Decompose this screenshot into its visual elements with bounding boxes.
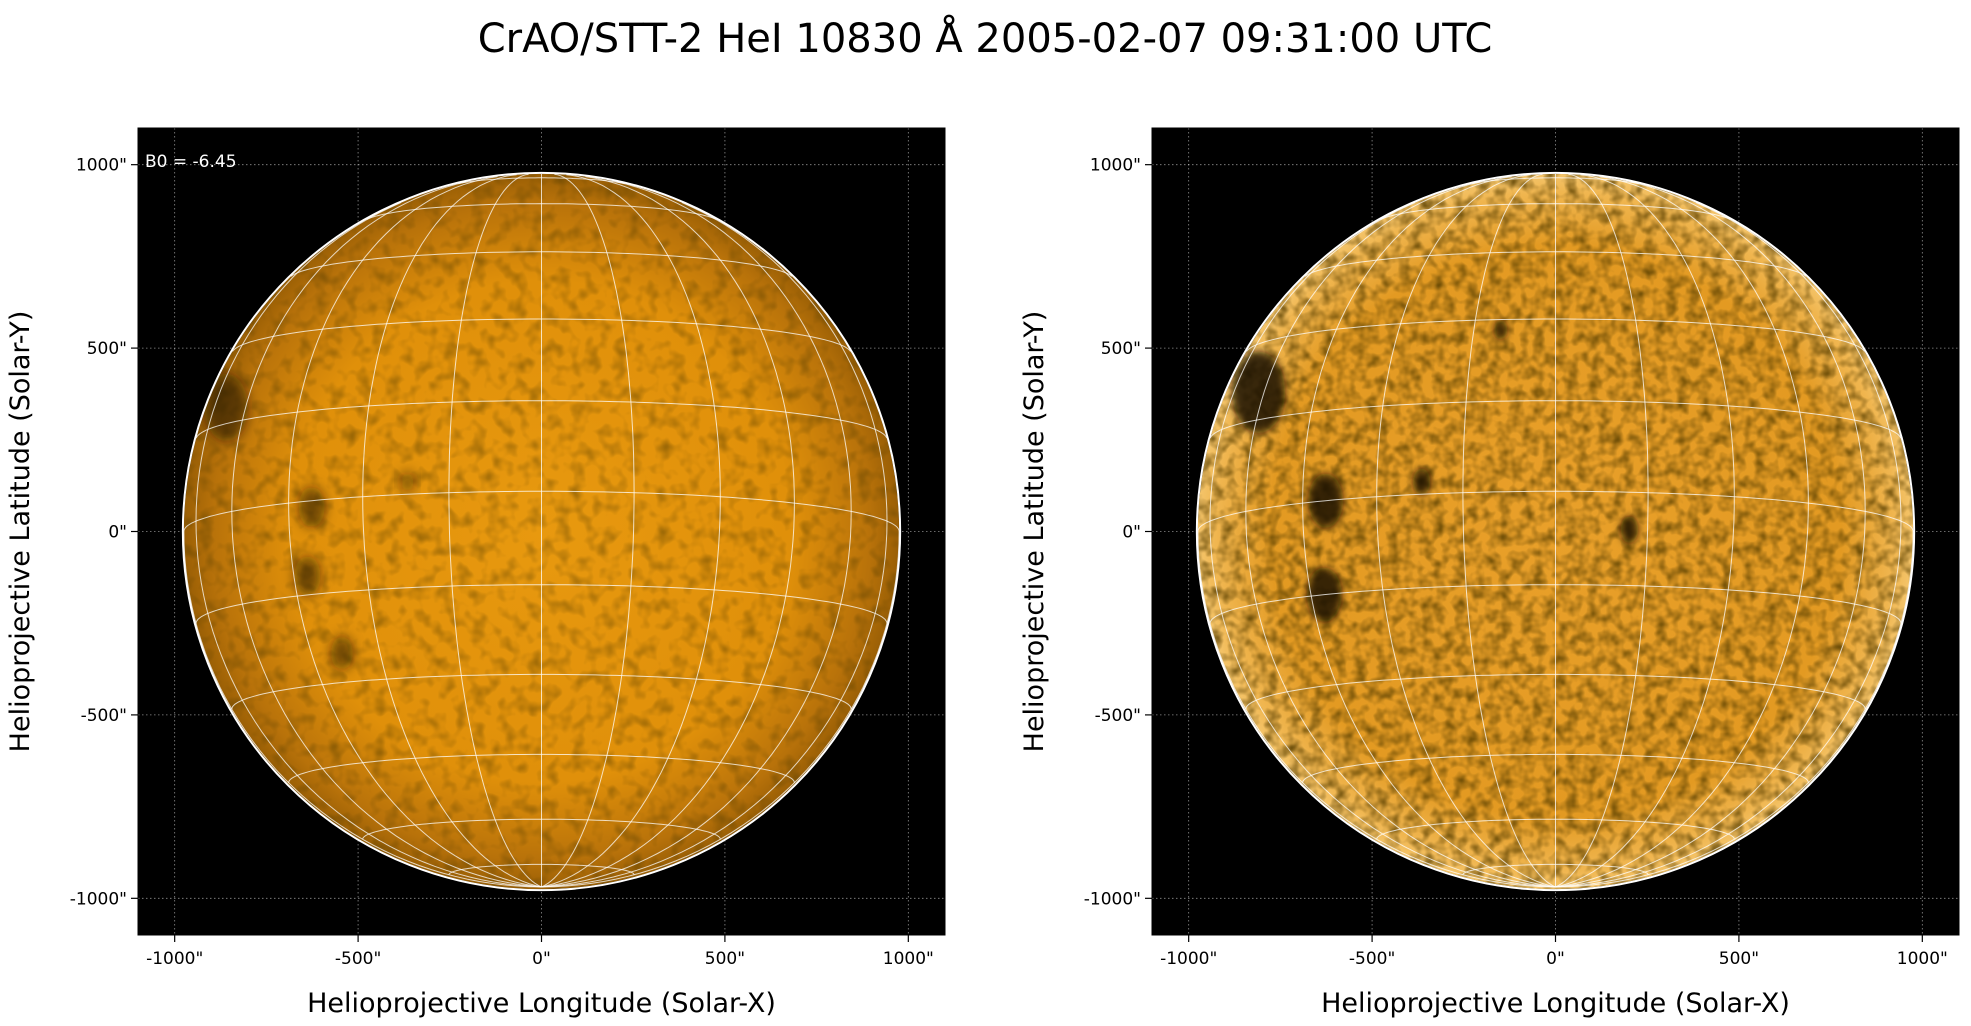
meridian-line bbox=[1376, 174, 1556, 888]
dark-feature bbox=[294, 555, 321, 597]
dark-feature bbox=[1494, 319, 1508, 340]
parallel-line bbox=[1302, 753, 1809, 783]
parallel-line bbox=[288, 753, 795, 783]
parallel-line bbox=[448, 863, 635, 875]
meridian-line bbox=[1555, 202, 1902, 888]
y-tick-label: 500" bbox=[1101, 339, 1141, 359]
heliographic-grid bbox=[183, 173, 900, 888]
y-axis-label: Helioprojective Latitude (Solar-Y) bbox=[5, 311, 36, 753]
parallel-line bbox=[195, 400, 888, 439]
parallel-line bbox=[1376, 818, 1735, 840]
parallel-line bbox=[1197, 490, 1914, 532]
dark-feature bbox=[401, 471, 415, 493]
meridian-line bbox=[288, 176, 542, 888]
dark-feature bbox=[298, 486, 325, 528]
meridian-line bbox=[1209, 202, 1556, 888]
axes: -1000" -500" 0" 500" 1000" 1000" 500" 0" -500" -1… bbox=[1019, 156, 1948, 1019]
parallel-line bbox=[1246, 318, 1865, 352]
y-tick-label: -500" bbox=[1095, 706, 1141, 726]
x-tick-label: -1000" bbox=[1160, 949, 1217, 969]
chart-panel-right: -1000" -500" 0" 500" 1000" 1000" 500" 0" -500" -1… bbox=[1019, 127, 1960, 1019]
meridian-line bbox=[1245, 181, 1556, 888]
y-tick-label: 1000" bbox=[76, 156, 127, 176]
b0-annotation: B0 = -6.45 bbox=[145, 152, 237, 172]
y-tick-label: 0" bbox=[108, 523, 127, 543]
meridian-line bbox=[1302, 176, 1556, 888]
meridian-line bbox=[541, 181, 852, 888]
meridian-line bbox=[362, 174, 542, 888]
x-tick-label: 0" bbox=[1546, 949, 1565, 969]
solar-limb bbox=[181, 171, 902, 892]
dark-feature bbox=[204, 373, 249, 442]
parallel-line bbox=[1472, 177, 1639, 185]
parallel-line bbox=[458, 177, 625, 185]
figure-title: CrAO/STT-2 HeI 10830 Å 2005-02-07 09:31:… bbox=[478, 14, 1493, 62]
meridian-line bbox=[541, 202, 888, 888]
y-tick-label: -500" bbox=[81, 706, 127, 726]
y-tick-label: 1000" bbox=[1090, 156, 1141, 176]
meridian-line bbox=[195, 202, 542, 888]
parallel-line bbox=[1462, 863, 1649, 875]
parallel-line bbox=[1209, 400, 1902, 439]
y-tick-label: 0" bbox=[1122, 523, 1141, 543]
y-tick-label: 500" bbox=[87, 339, 127, 359]
meridian-line bbox=[541, 176, 795, 888]
y-axis-label: Helioprojective Latitude (Solar-Y) bbox=[1019, 311, 1050, 753]
parallel-line bbox=[183, 490, 900, 532]
meridian-line bbox=[1462, 173, 1556, 888]
x-tick-label: -1000" bbox=[146, 949, 203, 969]
dark-feature bbox=[330, 635, 353, 670]
parallel-line bbox=[231, 673, 852, 710]
x-tick-label: 0" bbox=[532, 949, 551, 969]
dark-features bbox=[1232, 319, 1639, 622]
x-axis-label: Helioprojective Longitude (Solar-X) bbox=[307, 988, 776, 1019]
heliographic-grid bbox=[1197, 173, 1914, 888]
meridian-line bbox=[541, 173, 635, 888]
meridian-line bbox=[231, 181, 542, 888]
x-tick-label: 1000" bbox=[1897, 949, 1948, 969]
parallel-line bbox=[366, 203, 717, 221]
meridian-line bbox=[1555, 181, 1866, 888]
dark-feature bbox=[1620, 515, 1639, 544]
y-tick-label: -1000" bbox=[70, 889, 127, 909]
parallel-line bbox=[1304, 251, 1807, 277]
parallel-line bbox=[1209, 584, 1902, 624]
parallel-line bbox=[362, 818, 721, 840]
parallel-line bbox=[232, 318, 851, 352]
x-axis-label: Helioprojective Longitude (Solar-X) bbox=[1321, 988, 1790, 1019]
dark-feature bbox=[1232, 351, 1286, 434]
meridian-line bbox=[1555, 176, 1809, 888]
parallel-line bbox=[290, 251, 793, 277]
x-tick-label: 500" bbox=[1719, 949, 1759, 969]
meridian-line bbox=[541, 174, 721, 888]
parallel-line bbox=[195, 584, 888, 624]
chart-panel-left: -1000" -500" 0" 500" 1000" 1000" 500" 0" -500" -1… bbox=[5, 127, 946, 1019]
x-tick-label: -500" bbox=[335, 949, 381, 969]
dark-feature bbox=[1412, 468, 1431, 496]
meridian-line bbox=[1555, 174, 1735, 888]
meridian-line bbox=[1555, 173, 1649, 888]
x-tick-label: -500" bbox=[1349, 949, 1395, 969]
axes: -1000" -500" 0" 500" 1000" 1000" 500" 0" -500" -1… bbox=[5, 156, 934, 1019]
parallel-line bbox=[1380, 203, 1731, 221]
solar-limb bbox=[1195, 171, 1916, 892]
x-tick-label: 500" bbox=[705, 949, 745, 969]
dark-features bbox=[204, 373, 415, 670]
meridian-line bbox=[448, 173, 542, 888]
parallel-line bbox=[1245, 673, 1866, 710]
x-tick-label: 1000" bbox=[883, 949, 934, 969]
y-tick-label: -1000" bbox=[1084, 889, 1141, 909]
